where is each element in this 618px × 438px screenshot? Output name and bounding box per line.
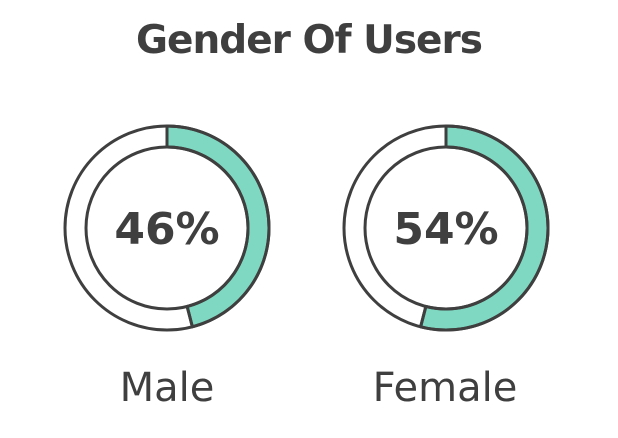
female-divider-1 (419, 306, 428, 328)
male-divider-1 (185, 306, 194, 328)
chart-title: Gender Of Users (136, 18, 483, 63)
male-value-label: 46% (114, 204, 219, 255)
male-label: Male (119, 365, 215, 411)
female-donut: 54% (342, 124, 550, 332)
female-label: Female (372, 365, 518, 411)
female-value-label: 54% (393, 204, 498, 255)
male-donut: 46% (63, 124, 271, 332)
